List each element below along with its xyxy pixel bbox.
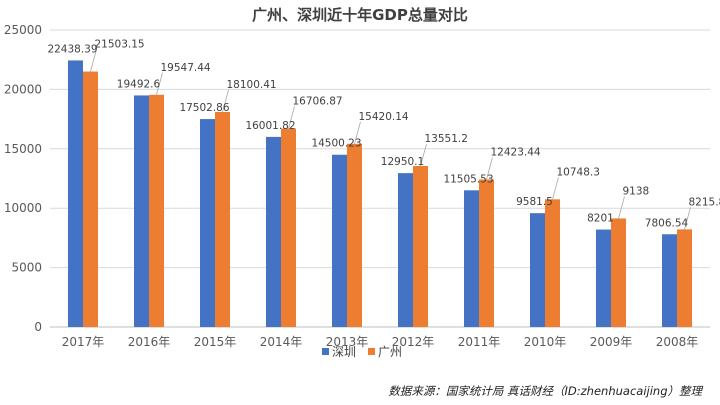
data-label-深圳-2016年: 19492.6 <box>117 78 161 90</box>
data-label-广州-2009年: 9138 <box>623 185 650 197</box>
y-tick-label: 20000 <box>4 82 42 96</box>
bar-深圳-2014年 <box>266 136 281 327</box>
y-tick-label: 10000 <box>4 201 42 215</box>
bar-深圳-2008年 <box>662 234 677 327</box>
bar-深圳-2012年 <box>398 173 413 327</box>
label-leader-line <box>222 89 229 113</box>
label-leader-line <box>552 177 559 200</box>
x-tick-label: 2017年 <box>62 335 105 349</box>
label-leader-line <box>486 157 493 180</box>
label-leader-line <box>288 106 295 129</box>
x-tick-label: 2011年 <box>458 335 501 349</box>
label-leader-line <box>156 72 163 95</box>
bar-广州-2010年 <box>545 199 560 327</box>
data-label-广州-2017年: 21503.15 <box>95 39 145 51</box>
x-tick-label: 2014年 <box>260 335 303 349</box>
bar-广州-2016年 <box>149 94 164 327</box>
y-tick-label: 15000 <box>4 142 42 156</box>
bar-深圳-2016年 <box>134 95 149 327</box>
label-leader-line <box>684 207 691 230</box>
data-label-深圳-2015年: 17502.86 <box>179 102 229 114</box>
data-label-广州-2016年: 19547.44 <box>161 62 211 74</box>
x-tick-label: 2015年 <box>194 335 237 349</box>
label-leader-line <box>90 49 97 72</box>
data-label-广州-2014年: 16706.87 <box>293 96 343 108</box>
bar-广州-2015年 <box>215 111 230 327</box>
label-leader-lines <box>90 49 691 230</box>
x-tick-label: 2013年 <box>326 335 369 349</box>
data-label-深圳-2013年: 14500.23 <box>311 138 361 150</box>
data-label-深圳-2017年: 22438.39 <box>47 43 97 55</box>
bar-广州-2009年 <box>611 218 626 327</box>
x-tick-label: 2009年 <box>590 335 633 349</box>
x-tick-label: 2008年 <box>656 335 699 349</box>
data-label-广州-2012年: 13551.2 <box>425 133 468 145</box>
bar-广州-2008年 <box>677 229 692 327</box>
data-label-广州-2011年: 12423.44 <box>491 146 541 158</box>
x-tick-label: 2010年 <box>524 335 567 349</box>
legend-swatch-深圳 <box>322 348 329 355</box>
bar-深圳-2011年 <box>464 190 479 327</box>
data-label-广州-2010年: 10748.3 <box>557 166 600 178</box>
label-leader-line <box>354 121 361 144</box>
data-label-广州-2013年: 15420.14 <box>359 111 409 123</box>
y-tick-label: 0 <box>34 320 42 334</box>
bar-深圳-2015年 <box>200 119 215 327</box>
y-axis: 0 5000 10000 15000 20000 25000 <box>4 23 42 334</box>
legend-label-广州: 广州 <box>378 345 402 359</box>
y-tick-label: 25000 <box>4 23 42 37</box>
bar-广州-2012年 <box>413 166 428 327</box>
data-label-深圳-2010年: 9581.5 <box>516 196 553 208</box>
bar-深圳-2013年 <box>332 154 347 327</box>
bar-深圳-2010年 <box>530 213 545 327</box>
label-leader-line <box>420 143 427 167</box>
legend-label-深圳: 深圳 <box>332 345 356 359</box>
bars <box>68 60 692 328</box>
bar-广州-2013年 <box>347 143 362 327</box>
x-axis: 2017年 2016年 2015年 2014年 2013年 2012年 2011年 2010年… <box>62 335 699 349</box>
source-note: 数据来源：国家统计局 真话财经（ID:zhenhuacaijing）整理 <box>388 384 703 398</box>
bar-深圳-2009年 <box>596 229 611 327</box>
bar-广州-2011年 <box>479 179 494 327</box>
y-tick-label: 5000 <box>11 261 42 275</box>
data-label-深圳-2011年: 11505.53 <box>443 173 493 185</box>
x-tick-label: 2012年 <box>392 335 435 349</box>
x-tick-label: 2016年 <box>128 335 171 349</box>
data-label-深圳-2008年: 7806.54 <box>645 217 689 229</box>
data-label-深圳-2014年: 16001.82 <box>245 120 295 132</box>
data-label-广州-2008年: 8215.82 <box>689 196 720 208</box>
data-label-深圳-2012年: 12950.1 <box>381 156 424 168</box>
data-label-深圳-2009年: 8201 <box>587 213 614 225</box>
legend: 深圳 广州 <box>322 345 402 359</box>
label-leader-line <box>618 196 625 219</box>
data-label-广州-2015年: 18100.41 <box>227 79 277 91</box>
chart-title: 广州、深圳近十年GDP总量对比 <box>252 6 468 24</box>
bar-广州-2017年 <box>83 71 98 328</box>
bar-深圳-2017年 <box>68 60 83 328</box>
bar-广州-2014年 <box>281 128 296 327</box>
legend-swatch-广州 <box>368 348 375 355</box>
